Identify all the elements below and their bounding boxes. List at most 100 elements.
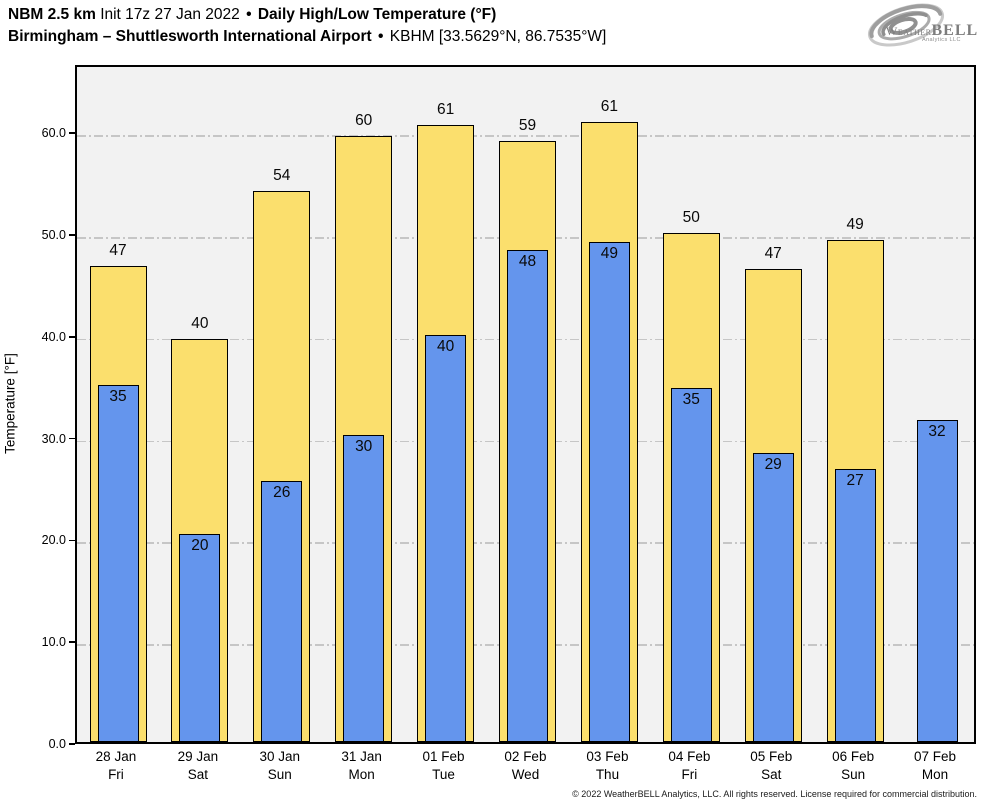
low-value-label: 35: [682, 390, 700, 408]
low-bar: 26: [261, 481, 303, 742]
y-tick-mark: [69, 641, 75, 643]
low-value-label: 30: [355, 437, 373, 455]
x-tick-day: Wed: [511, 767, 540, 782]
x-tick-day: Mon: [921, 767, 949, 782]
y-tick-mark: [69, 336, 75, 338]
x-tick-label: 06 Feb Sun: [812, 748, 894, 784]
y-tick-label: 10.0: [41, 635, 66, 650]
x-tick-date: 28 Jan: [95, 749, 137, 764]
x-tick-label: 28 Jan Fri: [75, 748, 157, 784]
x-tick-label: 05 Feb Sat: [730, 748, 812, 784]
low-bar: 29: [752, 452, 794, 742]
gridline-60: [77, 135, 974, 137]
title-separator: •: [246, 6, 252, 23]
copyright-text: © 2022 WeatherBELL Analytics, LLC. All r…: [572, 789, 977, 799]
logo-bell-text: BELL: [931, 22, 979, 39]
y-tick-mark: [69, 743, 75, 745]
low-value-label: 35: [109, 387, 127, 405]
x-tick-label: 02 Feb Wed: [485, 748, 567, 784]
x-tick-day: Sun: [841, 767, 866, 782]
logo-wordmark: WeatherBELL: [886, 22, 978, 40]
x-tick-date: 05 Feb: [750, 749, 793, 764]
low-bar: 27: [834, 469, 876, 742]
chart-header: NBM 2.5 km Init 17z 27 Jan 2022 • Daily …: [8, 4, 606, 48]
x-tick-label: 29 Jan Sat: [157, 748, 239, 784]
low-value-label: 29: [764, 455, 782, 473]
x-tick-label: 07 Feb Mon: [894, 748, 976, 784]
low-bar: 32: [916, 420, 958, 742]
high-value-label: 61: [600, 98, 619, 115]
title-line-2: Birmingham – Shuttlesworth International…: [8, 26, 606, 48]
low-bar: 30: [343, 434, 385, 742]
high-value-label: 60: [355, 112, 373, 130]
high-value-label: 59: [518, 117, 537, 135]
x-tick-date: 29 Jan: [177, 749, 219, 764]
high-value-label: 50: [682, 209, 700, 226]
low-value-label: 20: [191, 537, 209, 555]
x-tick-label: 30 Jan Sun: [239, 748, 321, 784]
low-value-label: 48: [518, 253, 537, 271]
x-tick-day: Sun: [267, 767, 292, 782]
station-name: Birmingham – Shuttlesworth International…: [8, 28, 372, 45]
hurricane-swirl-icon: [867, 3, 945, 47]
x-tick-date: 07 Feb: [914, 749, 957, 764]
x-tick-label: 31 Jan Mon: [321, 748, 403, 784]
low-value-label: 40: [436, 337, 455, 355]
x-tick-day: Sat: [187, 767, 208, 782]
logo-analytics-text: Analytics LLC: [922, 37, 961, 43]
y-tick-mark: [69, 234, 75, 236]
high-value-label: 61: [436, 101, 455, 119]
x-tick-day: Tue: [432, 767, 455, 782]
weatherbell-logo: WeatherBELL Analytics LLC: [860, 0, 978, 50]
low-value-label: 26: [273, 484, 291, 502]
x-tick-label: 04 Feb Fri: [648, 748, 730, 784]
x-tick-day: Sat: [761, 767, 782, 782]
low-bar: 49: [588, 242, 630, 742]
station-id-coordinates: KBHM [33.5629°N, 86.7535°W]: [389, 28, 607, 45]
y-tick-label: 60.0: [41, 126, 66, 141]
x-tick-day: Fri: [108, 767, 124, 782]
y-tick-label: 40.0: [41, 329, 66, 344]
x-tick-label: 01 Feb Tue: [403, 748, 485, 784]
model-name: NBM 2.5 km: [8, 6, 96, 23]
title-line-1: NBM 2.5 km Init 17z 27 Jan 2022 • Daily …: [8, 4, 606, 26]
low-value-label: 49: [600, 245, 619, 263]
x-tick-date: 03 Feb: [586, 749, 629, 764]
y-tick-label: 50.0: [41, 228, 66, 242]
x-tick-date: 06 Feb: [832, 749, 875, 764]
y-tick-label: 20.0: [41, 533, 66, 548]
y-tick-mark: [69, 539, 75, 542]
x-tick-date: 04 Feb: [668, 749, 711, 764]
x-tick-day: Fri: [681, 767, 698, 782]
y-tick-mark: [69, 132, 75, 134]
high-value-label: 49: [846, 216, 864, 234]
y-tick-label: 30.0: [41, 431, 66, 446]
x-tick-day: Thu: [595, 767, 620, 782]
low-value-label: 27: [846, 472, 864, 490]
init-time: Init 17z 27 Jan 2022: [100, 6, 240, 23]
product-name: Daily High/Low Temperature (°F): [257, 6, 497, 23]
low-bar: 35: [97, 384, 139, 742]
y-axis-title: Temperature [°F]: [2, 353, 18, 454]
high-value-label: 47: [109, 241, 127, 259]
low-bar: 48: [507, 250, 548, 742]
x-tick-day: Mon: [348, 767, 375, 782]
y-tick-mark: [69, 437, 75, 440]
low-bar: 40: [425, 334, 467, 742]
high-value-label: 40: [191, 314, 209, 332]
high-value-label: 47: [764, 244, 782, 262]
low-bar: 20: [179, 534, 221, 742]
x-tick-date: 01 Feb: [422, 749, 465, 764]
subtitle-separator: •: [378, 28, 384, 45]
high-value-label: 54: [273, 167, 291, 185]
logo-weather-text: Weather: [886, 24, 932, 38]
y-tick-label: 0.0: [48, 737, 66, 751]
x-tick-date: 30 Jan: [259, 749, 301, 764]
x-tick-date: 02 Feb: [504, 749, 547, 764]
plot-area: 47 35 40 20 54 26 60 30 61 40 59 48 61 49 50 35 47 29 49 27…: [75, 65, 976, 744]
low-bar: 35: [670, 387, 712, 742]
x-tick-label: 03 Feb Thu: [567, 748, 649, 784]
x-tick-date: 31 Jan: [341, 749, 382, 764]
low-value-label: 32: [928, 423, 946, 441]
